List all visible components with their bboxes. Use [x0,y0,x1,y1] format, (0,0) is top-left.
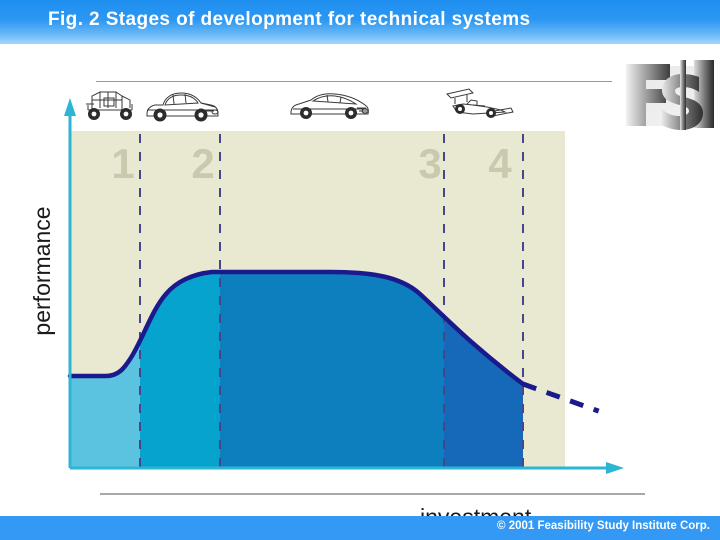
chart-figure: 1 2 3 4 performance investment [0,44,720,530]
logo-letter-s [662,60,703,130]
copyright-notice: © 2001 Feasibility Study Institute Corp. [497,520,710,532]
page-title: Fig. 2 Stages of development for technic… [48,9,531,30]
performance-curve-projection [522,381,600,414]
fsi-logo [618,56,718,134]
formula-car-icon [443,84,515,131]
y-axis-label-wrapper: performance [29,191,59,351]
stage-number-2: 2 [191,140,214,187]
sports-car-icon [287,86,371,131]
right-arrow-icon [606,462,624,474]
up-arrow-icon [64,98,76,116]
x-axis [70,462,624,474]
classic-car-icon [143,86,221,131]
stage-number-4: 4 [488,140,512,187]
title-bar: Fig. 2 Stages of development for technic… [0,0,720,44]
top-divider-rule [96,81,612,82]
stage-number-1: 1 [111,140,134,187]
y-axis [64,98,76,468]
performance-curve [67,269,526,387]
stage-3-fill [220,272,444,468]
buggy-car-icon [82,84,138,129]
bottom-divider-rule [100,493,645,495]
footer-bar: © 2001 Feasibility Study Institute Corp. [0,516,720,540]
logo-letter-f [626,64,670,126]
stage-number-3: 3 [418,140,441,187]
y-axis-label: performance [29,206,55,336]
stage-number-labels: 1 2 3 4 [111,140,512,187]
plot-area: 1 2 3 4 [64,98,624,474]
stage-dividers [139,134,524,468]
